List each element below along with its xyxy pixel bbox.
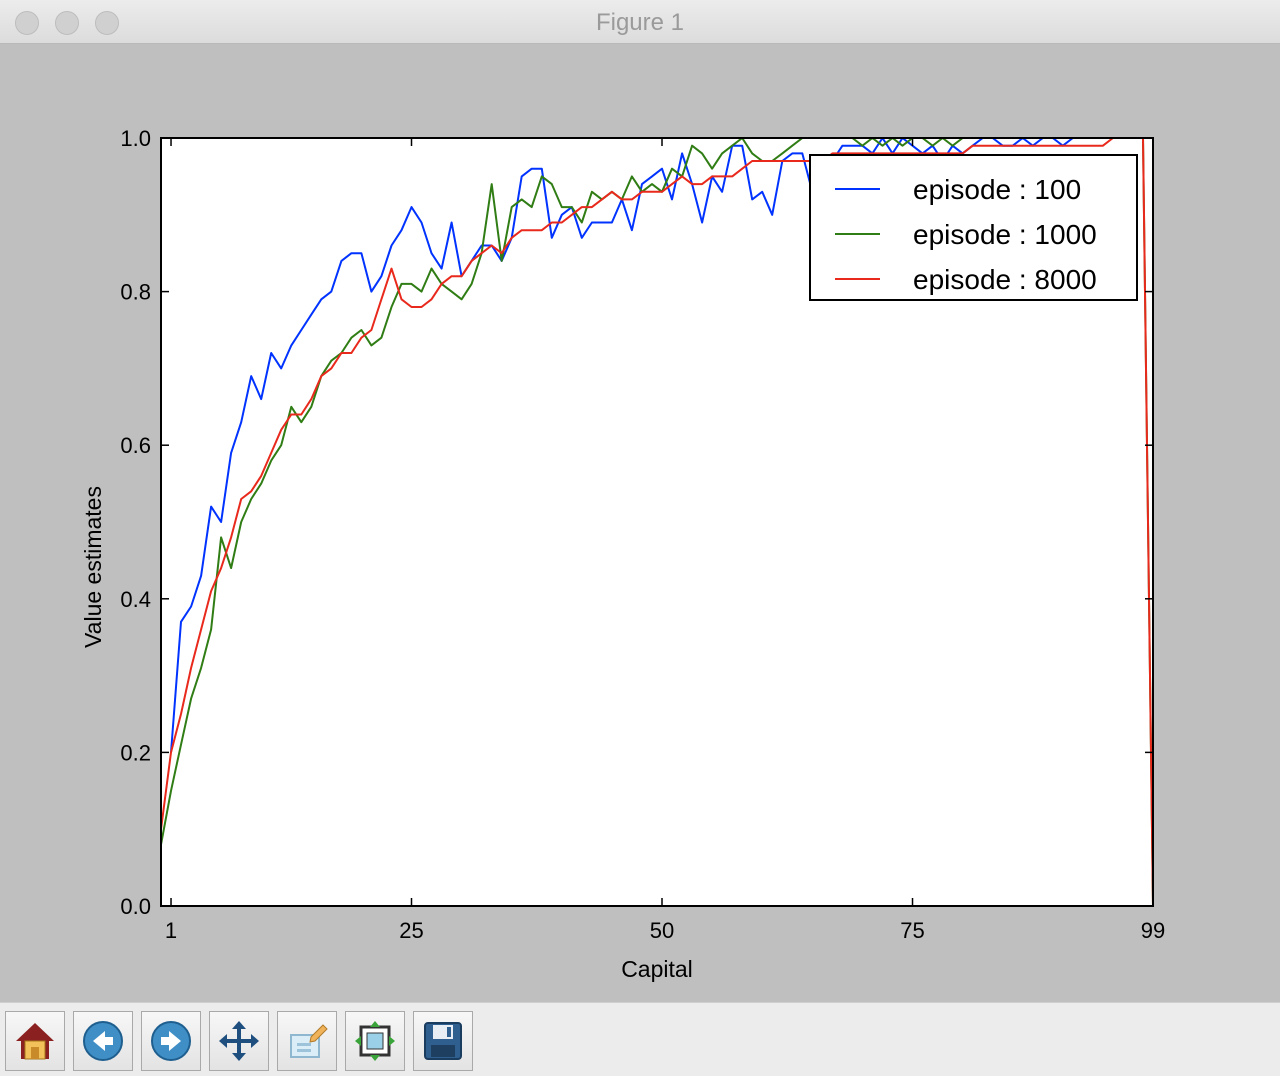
legend-label-2: episode : 8000 (913, 264, 1097, 295)
x-tick-label: 75 (900, 918, 924, 943)
legend-box (809, 154, 1138, 301)
zoom-rect-icon (290, 1024, 328, 1058)
series-line-2 (160, 137, 1154, 907)
window-title: Figure 1 (595, 9, 685, 36)
legend: episode : 100 episode : 1000 episode : 800… (809, 154, 1138, 301)
x-axis-label: Capital (621, 956, 693, 982)
line-chart: 1 25 50 75 99 0.0 0.2 0.4 0.6 0.8 1.0 Capital Valu… (80, 126, 1165, 982)
subplots-button[interactable] (345, 1011, 405, 1071)
legend-label-1: episode : 1000 (913, 219, 1097, 250)
plot-frame (160, 137, 1154, 907)
home-icon (16, 1023, 54, 1060)
x-tick-label: 1 (165, 918, 177, 943)
y-tick-label: 0.6 (120, 433, 151, 458)
x-tick-label: 99 (1141, 918, 1165, 943)
y-axis-label: Value estimates (80, 486, 106, 648)
y-tick-label: 1.0 (120, 126, 151, 151)
zoom-window-button[interactable] (95, 11, 119, 35)
ticks-layer: 1 25 50 75 99 0.0 0.2 0.4 0.6 0.8 1.0 (120, 126, 1165, 943)
y-tick-label: 0.4 (120, 587, 151, 612)
navigation-toolbar (0, 1002, 1280, 1076)
y-tick-label: 0.0 (120, 894, 151, 919)
y-tick-label: 0.8 (120, 280, 151, 305)
y-tick-label: 0.2 (120, 740, 151, 765)
x-tick-label: 50 (650, 918, 674, 943)
window-titlebar: Figure 1 (0, 0, 1280, 44)
floppy-disk-icon (424, 1022, 462, 1060)
forward-arrow-icon (151, 1021, 191, 1061)
subplots-config-icon (355, 1021, 395, 1061)
forward-button[interactable] (141, 1011, 201, 1071)
pan-button[interactable] (209, 1011, 269, 1071)
minimize-window-button[interactable] (55, 11, 79, 35)
home-button[interactable] (5, 1011, 65, 1071)
zoom-button[interactable] (277, 1011, 337, 1071)
back-button[interactable] (73, 1011, 133, 1071)
close-window-button[interactable] (15, 11, 39, 35)
pan-arrows-icon (219, 1021, 259, 1061)
back-arrow-icon (83, 1021, 123, 1061)
x-tick-label: 25 (399, 918, 423, 943)
save-button[interactable] (413, 1011, 473, 1071)
legend-label-0: episode : 100 (913, 174, 1081, 205)
